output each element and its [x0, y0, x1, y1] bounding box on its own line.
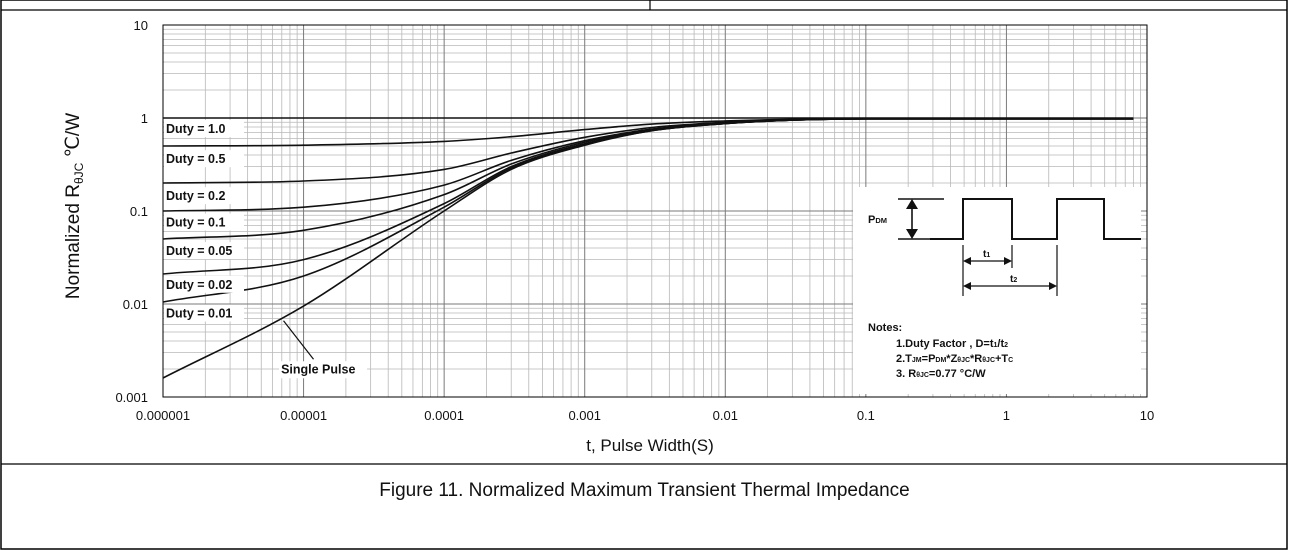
annotation-background	[279, 361, 368, 379]
t1-label: t1	[983, 249, 990, 260]
single-pulse-annotation: Single Pulse	[279, 320, 368, 379]
t2-arrow-left	[963, 282, 971, 290]
note-3-sub: θJC	[916, 372, 929, 379]
t2-label-main: t	[1010, 274, 1014, 285]
duty-label: Duty = 0.05	[166, 244, 232, 258]
pdm-label: PDM	[868, 214, 887, 226]
plot-area: Duty = 1.0 Duty = 0.5 Duty = 0.2 Duty = 0.1…	[162, 24, 1148, 398]
annotation-leader	[283, 320, 314, 360]
note-3: 3. RθJC=0.77 °C/W	[896, 368, 986, 380]
x-tick-label: 10	[1140, 408, 1154, 423]
duty-label-background	[164, 150, 244, 168]
duty-label-background	[164, 120, 244, 138]
y-axis-label-unit: ℃/W	[63, 113, 84, 163]
series-line	[162, 117, 1134, 184]
y-tick-label: 0.001	[115, 390, 148, 405]
x-tick-label: 0.000001	[136, 408, 190, 423]
y-axis-label-sub: θJC	[72, 162, 86, 184]
duty-label: Duty = 0.01	[166, 307, 232, 321]
duty-label-background	[164, 304, 244, 322]
t1-label-main: t	[983, 249, 987, 260]
y-tick-labels: 0.001 0.01 0.1 1 10	[115, 18, 148, 405]
pdm-arrow-down	[906, 229, 918, 239]
x-tick-label: 0.00001	[280, 408, 327, 423]
series-lines	[162, 117, 1134, 379]
duty-label: Duty = 0.5	[166, 152, 225, 166]
duty-labels: Duty = 1.0 Duty = 0.5 Duty = 0.2 Duty = 0.1…	[164, 120, 244, 322]
t2-label: t2	[1010, 274, 1017, 285]
pdm-label-main: P	[868, 214, 875, 226]
duty-label: Duty = 0.1	[166, 216, 225, 230]
x-tick-label: 0.01	[713, 408, 738, 423]
y-axis-label: Normalized RθJC ℃/W	[63, 113, 86, 299]
series-line	[162, 117, 1134, 379]
x-tick-label: 1	[1003, 408, 1010, 423]
y-tick-label: 0.1	[130, 204, 148, 219]
x-tick-labels: 0.000001 0.00001 0.0001 0.001 0.01 0.1 1 10	[136, 408, 1154, 423]
x-tick-label: 0.1	[857, 408, 875, 423]
note-1-sub: 2	[1004, 342, 1008, 349]
duty-label-background	[164, 213, 244, 231]
note-2-main: =P	[922, 353, 936, 365]
note-1-main: /t	[997, 338, 1004, 350]
note-1: 1.Duty Factor , D=t1/t2	[896, 338, 1008, 350]
note-2-main: 2.T	[896, 353, 912, 365]
note-2-main: +T	[995, 353, 1008, 365]
t1-arrow-right	[1004, 257, 1012, 265]
y-tick-label: 0.01	[123, 297, 148, 312]
note-3-main: 3. R	[896, 368, 916, 380]
note-1-main: 1.Duty Factor , D=t	[896, 338, 994, 350]
note-2-sub: JM	[912, 357, 922, 364]
note-2-sub: θJC	[957, 357, 970, 364]
note-2-main: *R	[970, 353, 982, 365]
pdm-arrow-up	[906, 199, 918, 209]
duty-label-background	[164, 187, 244, 205]
y-tick-label: 10	[134, 18, 148, 33]
note-3-main: =0.77 °C/W	[929, 368, 986, 380]
t2-label-sub: 2	[1013, 277, 1017, 284]
x-axis-label: t, Pulse Width(S)	[586, 436, 714, 455]
t1-arrow-left	[963, 257, 971, 265]
note-1-sub: 1	[994, 342, 998, 349]
pdm-label-sub: DM	[875, 216, 887, 225]
annotation-label: Single Pulse	[281, 362, 355, 376]
t2-arrow-right	[1049, 282, 1057, 290]
notes-title: Notes:	[868, 322, 902, 334]
duty-label: Duty = 0.02	[166, 278, 232, 292]
duty-label-background	[164, 275, 244, 293]
x-tick-label: 0.0001	[424, 408, 464, 423]
inset-background	[853, 187, 1141, 394]
x-tick-label: 0.001	[568, 408, 601, 423]
duty-label: Duty = 1.0	[166, 122, 225, 136]
duty-label: Duty = 0.2	[166, 189, 225, 203]
figure-caption: Figure 11. Normalized Maximum Transient …	[379, 480, 910, 501]
note-2-sub: θJC	[982, 357, 995, 364]
y-axis-label-main: Normalized R	[63, 184, 84, 299]
y-tick-label: 1	[141, 111, 148, 126]
duty-label-background	[164, 242, 244, 260]
note-2: 2.TJM=PDM*ZθJC*RθJC+TC	[896, 353, 1013, 365]
t1-label-sub: 1	[986, 252, 990, 259]
note-2-sub: DM	[935, 357, 946, 364]
note-2-sub: C	[1008, 357, 1013, 364]
note-2-main: *Z	[946, 353, 957, 365]
pulse-waveform	[930, 198, 1141, 240]
